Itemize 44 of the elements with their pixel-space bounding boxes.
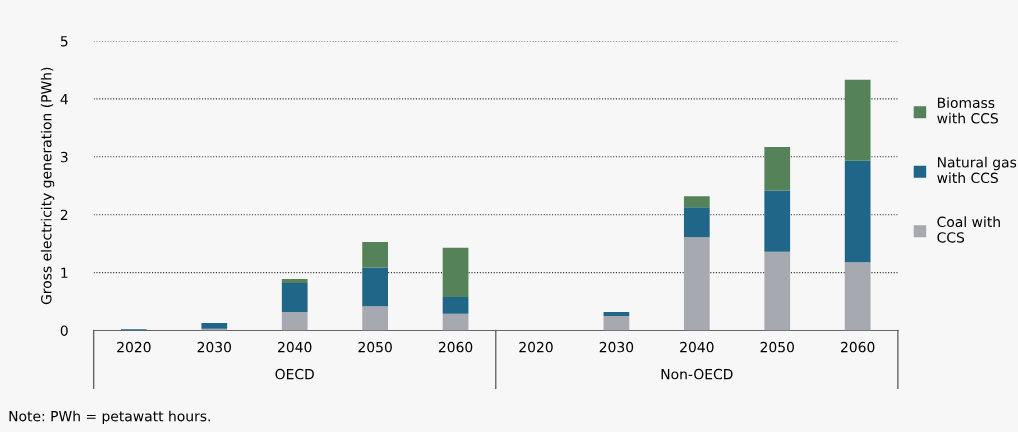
bar bbox=[281, 283, 308, 312]
bar bbox=[362, 267, 388, 307]
bar bbox=[683, 237, 710, 331]
bar bbox=[764, 251, 791, 331]
x-tick-label: 2050 bbox=[358, 341, 392, 353]
x-tick-label: 2020 bbox=[519, 341, 553, 353]
bar bbox=[683, 207, 710, 238]
legend-label: Coal with CCS bbox=[937, 216, 1000, 243]
bar bbox=[442, 296, 469, 314]
bar bbox=[281, 311, 308, 331]
y-tick-label: 0 bbox=[60, 325, 68, 336]
x-tick-label: 2050 bbox=[760, 341, 794, 353]
x-tick-label: 2030 bbox=[197, 341, 232, 353]
bar bbox=[844, 262, 871, 331]
legend-label: Biomass with CCS bbox=[937, 97, 998, 124]
bar bbox=[764, 146, 791, 191]
y-tick-label: 2 bbox=[60, 209, 68, 220]
y-tick-label: 5 bbox=[60, 36, 68, 47]
bar bbox=[683, 196, 710, 208]
y-tick-label: 3 bbox=[60, 151, 68, 163]
text: OECD bbox=[275, 368, 314, 380]
x-tick-label: 2030 bbox=[599, 341, 634, 353]
x-tick-label: 2060 bbox=[841, 341, 875, 353]
bar bbox=[844, 160, 871, 263]
y-tick-label: 4 bbox=[60, 94, 68, 105]
x-tick-label: 2060 bbox=[438, 341, 473, 353]
x-tick-label: 2020 bbox=[117, 341, 151, 353]
x-tick-label: 2040 bbox=[278, 341, 312, 353]
bar bbox=[442, 313, 469, 331]
bar bbox=[844, 79, 871, 161]
legend-label: Natural gas with CCS bbox=[937, 156, 1017, 184]
bar bbox=[442, 247, 469, 297]
bar bbox=[764, 190, 791, 252]
y-axis-title: Gross electricity generation (PWh) bbox=[40, 67, 55, 305]
bar bbox=[362, 241, 388, 268]
text: Note: PWh = petawatt hours. bbox=[9, 410, 210, 425]
bar bbox=[362, 306, 388, 331]
x-tick-label: 2040 bbox=[680, 341, 714, 353]
bar bbox=[281, 278, 308, 284]
text: Non-OECD bbox=[661, 368, 733, 380]
bar bbox=[201, 322, 228, 329]
bar bbox=[603, 311, 630, 317]
bar bbox=[603, 316, 630, 331]
y-tick-label: 1 bbox=[61, 267, 68, 278]
